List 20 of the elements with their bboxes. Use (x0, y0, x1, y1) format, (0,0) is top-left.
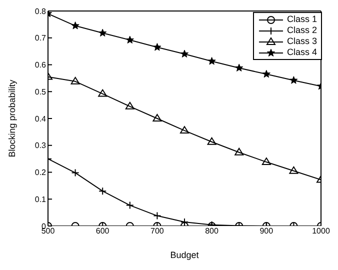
x-tick-label: 700 (150, 226, 164, 236)
y-tick-label: 0.4 (34, 114, 47, 124)
y-tick-label: 0.8 (34, 6, 47, 16)
legend-label: Class 3 (286, 36, 317, 47)
x-tick-label: 1000 (312, 226, 330, 236)
legend-label: Class 2 (286, 25, 317, 36)
y-tick-label: 0.3 (34, 141, 47, 150)
x-tick-label: 500 (41, 226, 56, 236)
x-tick-label: 800 (205, 226, 220, 236)
x-tick-label: 900 (260, 226, 274, 236)
x-tick-label: 600 (96, 226, 110, 236)
y-tick-label: 0.5 (34, 87, 47, 96)
y-tick-label: 0.7 (34, 34, 47, 43)
legend-label: Class 1 (286, 14, 317, 25)
y-axis-title: Blocking probability (7, 79, 18, 158)
y-tick-label: 0.1 (34, 194, 47, 204)
y-tick-label: 0.2 (34, 168, 47, 178)
legend-label: Class 4 (286, 47, 317, 58)
x-axis-title: Budget (170, 250, 200, 260)
y-tick-label: 0.6 (34, 60, 47, 70)
